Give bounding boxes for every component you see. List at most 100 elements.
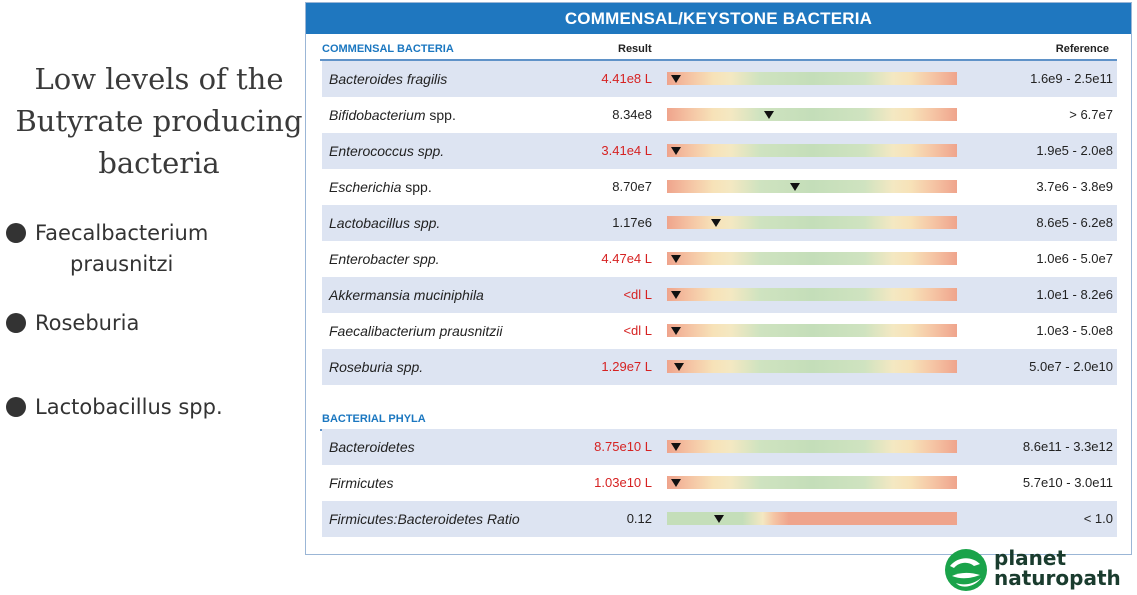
organism-name-suffix: spp.	[425, 107, 456, 123]
result-value: <dl L	[623, 323, 652, 338]
table-row: Firmicutes:Bacteroidetes Ratio 0.12 < 1.0	[322, 501, 1117, 537]
table-row: Enterococcus spp. 3.41e4 L 1.9e5 - 2.0e8	[322, 133, 1117, 169]
table-row: Akkermansia muciniphila <dl L 1.0e1 - 8.2e…	[322, 277, 1117, 313]
reference-range: < 1.0	[1083, 511, 1113, 526]
range-bar	[667, 512, 957, 525]
organism-name-suffix: spp.	[401, 179, 432, 195]
range-bar	[667, 180, 957, 193]
organism-name: Faecalibacterium prausnitzii	[329, 313, 503, 349]
result-value: 1.03e10 L	[594, 475, 652, 490]
reference-range: 3.7e6 - 3.8e9	[1036, 179, 1113, 194]
bullet-text: Lactobacillus spp.	[35, 395, 223, 419]
result-marker-icon	[714, 515, 725, 523]
result-marker-icon	[670, 75, 681, 83]
result-value: 1.17e6	[612, 215, 652, 230]
range-bar	[667, 252, 957, 265]
organism-name: Roseburia spp.	[329, 349, 423, 385]
organism-name: Bacteroidetes	[329, 429, 415, 465]
bullet-dot-icon	[6, 313, 26, 333]
phyla-section-label: BACTERIAL PHYLA	[322, 413, 426, 425]
range-bar	[667, 72, 957, 85]
organism-name: Akkermansia muciniphila	[329, 277, 484, 313]
organism-name-text: Faecalibacterium prausnitzii	[329, 323, 503, 339]
bullet-dot-icon	[6, 223, 26, 243]
reference-range: 8.6e11 - 3.3e12	[1022, 439, 1113, 454]
organism-name-text: Enterobacter spp.	[329, 251, 440, 267]
table-row: Roseburia spp. 1.29e7 L 5.0e7 - 2.0e10	[322, 349, 1117, 385]
result-marker-icon	[711, 219, 722, 227]
bullet-item: Lactobacillus spp.	[6, 392, 223, 423]
result-marker-icon	[673, 363, 684, 371]
table-row: Faecalibacterium prausnitzii <dl L 1.0e3 -…	[322, 313, 1117, 349]
left-heading: Low levels of the Butyrate producing bac…	[0, 58, 318, 184]
organism-name-text: Firmicutes	[329, 475, 394, 491]
reference-range: 8.6e5 - 6.2e8	[1036, 215, 1113, 230]
bullet-dot-icon	[6, 397, 26, 417]
organism-name-text: Bifidobacterium	[329, 107, 426, 123]
table-row: Bacteroides fragilis 4.41e8 L 1.6e9 - 2.5e…	[322, 61, 1117, 97]
organism-name-text: Lactobacillus spp.	[329, 215, 441, 231]
organism-name: Enterobacter spp.	[329, 241, 440, 277]
range-bar	[667, 108, 957, 121]
result-marker-icon	[670, 443, 681, 451]
reference-range: 5.7e10 - 3.0e11	[1022, 475, 1113, 490]
table-row: Bacteroidetes 8.75e10 L 8.6e11 - 3.3e12	[322, 429, 1117, 465]
organism-name-text: Bacteroides fragilis	[329, 71, 448, 87]
table-row: Escherichia spp. 8.70e7 3.7e6 - 3.8e9	[322, 169, 1117, 205]
heading-line-1: Low levels of the	[34, 62, 284, 96]
heading-line-3: bacteria	[98, 146, 220, 180]
organism-name: Bifidobacterium spp.	[329, 97, 456, 133]
result-value: 0.12	[626, 511, 652, 526]
result-value: 1.29e7 L	[601, 359, 652, 374]
organism-name-text: Akkermansia muciniphila	[329, 287, 484, 303]
result-marker-icon	[670, 327, 681, 335]
table-row: Bifidobacterium spp. 8.34e8 > 6.7e7	[322, 97, 1117, 133]
section-divider	[320, 59, 1117, 61]
result-marker-icon	[670, 291, 681, 299]
bullet-text: Roseburia	[35, 311, 140, 335]
organism-name: Firmicutes:Bacteroidetes Ratio	[329, 501, 520, 537]
result-marker-icon	[670, 147, 681, 155]
organism-name-text: Escherichia	[329, 179, 402, 195]
organism-name-text: Firmicutes:Bacteroidetes Ratio	[329, 511, 520, 527]
reference-range: 5.0e7 - 2.0e10	[1029, 359, 1113, 374]
range-bar	[667, 144, 957, 157]
logo-text-line1: planet	[994, 546, 1067, 570]
bullet-text: prausnitzi	[70, 252, 174, 276]
organism-name-text: Roseburia spp.	[329, 359, 424, 375]
result-marker-icon	[670, 255, 681, 263]
result-value: 3.41e4 L	[601, 143, 652, 158]
globe-logo-icon	[945, 549, 987, 591]
table-row: Firmicutes 1.03e10 L 5.7e10 - 3.0e11	[322, 465, 1117, 501]
reference-column-header: Reference	[1055, 43, 1109, 55]
reference-range: 1.9e5 - 2.0e8	[1036, 143, 1113, 158]
organism-name-text: Bacteroidetes	[329, 439, 415, 455]
reference-range: 1.0e1 - 8.2e6	[1036, 287, 1113, 302]
reference-range: 1.0e6 - 5.0e7	[1036, 251, 1113, 266]
range-bar	[667, 476, 957, 489]
table-row: Lactobacillus spp. 1.17e6 8.6e5 - 6.2e8	[322, 205, 1117, 241]
bullet-item: Roseburia	[6, 308, 139, 339]
range-bar	[667, 216, 957, 229]
result-value: 8.34e8	[612, 107, 652, 122]
result-marker-icon	[763, 111, 774, 119]
range-bar	[667, 440, 957, 453]
organism-name: Escherichia spp.	[329, 169, 432, 205]
range-bar	[667, 288, 957, 301]
result-marker-icon	[789, 183, 800, 191]
result-value: 4.47e4 L	[601, 251, 652, 266]
result-value: 8.70e7	[612, 179, 652, 194]
result-value: 8.75e10 L	[594, 439, 652, 454]
bullet-text: Faecalbacterium	[35, 221, 209, 245]
bullet-item: Faecalbacterium prausnitzi	[6, 218, 246, 280]
range-bar	[667, 360, 957, 373]
report-panel: COMMENSAL/KEYSTONE BACTERIA COMMENSAL BA…	[305, 2, 1132, 555]
table-row: Enterobacter spp. 4.47e4 L 1.0e6 - 5.0e7	[322, 241, 1117, 277]
result-marker-icon	[670, 479, 681, 487]
heading-line-2: Butyrate producing	[15, 104, 303, 138]
range-bar	[667, 324, 957, 337]
organism-name: Firmicutes	[329, 465, 394, 501]
planet-naturopath-logo: planet naturopath	[944, 546, 1134, 594]
result-value: 4.41e8 L	[601, 71, 652, 86]
organism-name: Bacteroides fragilis	[329, 61, 447, 97]
